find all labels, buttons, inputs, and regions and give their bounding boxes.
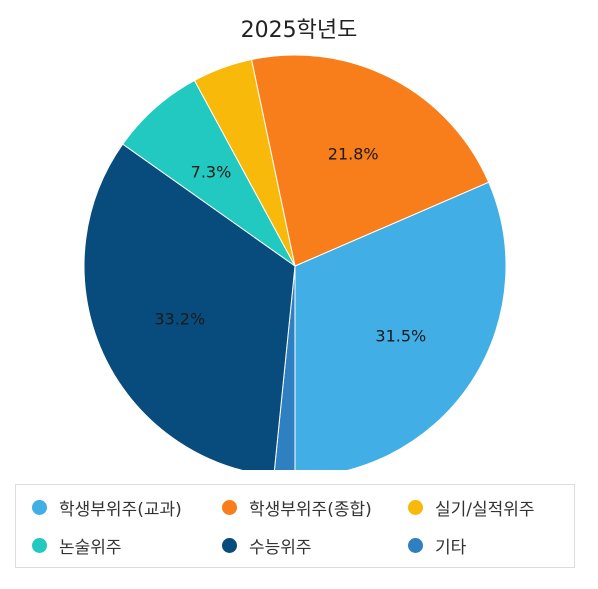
legend-item-실기[interactable]: 실기/실적위주 [408, 495, 535, 520]
legend-swatch [408, 500, 423, 515]
legend-label: 수능위주 [249, 538, 312, 558]
slice-data-label: 7.3% [191, 162, 232, 181]
legend-item-기타[interactable]: 기타 [408, 533, 466, 558]
legend-item-종합[interactable]: 학생부위주(종합) [222, 495, 372, 520]
legend-swatch [408, 538, 423, 553]
legend-item-논술[interactable]: 논술위주 [32, 533, 122, 558]
legend-swatch [32, 500, 47, 515]
legend-item-수능[interactable]: 수능위주 [222, 533, 312, 558]
legend-label: 기타 [435, 538, 467, 558]
pie-slice[interactable] [250, 54, 490, 267]
pie-slice[interactable] [83, 143, 296, 470]
legend-swatch [32, 538, 47, 553]
legend-swatch [222, 500, 237, 515]
slice-data-label: 33.2% [154, 309, 205, 328]
pie-slice[interactable] [294, 181, 507, 470]
legend-item-교과[interactable]: 학생부위주(교과) [32, 495, 182, 520]
legend-swatch [222, 538, 237, 553]
slice-data-label: 21.8% [328, 145, 379, 164]
legend-label: 실기/실적위주 [435, 500, 535, 520]
chart-title: 2025학년도 [240, 18, 358, 43]
legend-label: 논술위주 [59, 538, 122, 558]
legend-label: 학생부위주(종합) [249, 500, 372, 520]
legend: 학생부위주(교과) 학생부위주(종합) 실기/실적위주 논술위주 수능위주 기타 [15, 484, 575, 568]
pie-chart: 31.5% 33.2% 7.3% 21.8% [83, 54, 507, 470]
legend-label: 학생부위주(교과) [59, 500, 182, 520]
slice-data-label: 31.5% [375, 327, 426, 346]
